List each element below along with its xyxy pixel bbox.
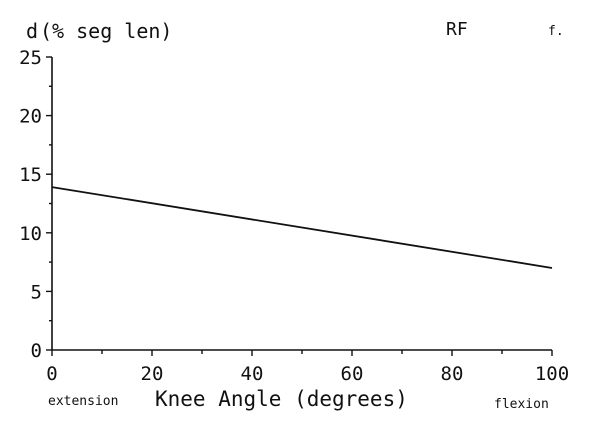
y-tick-label: 10 — [19, 223, 42, 245]
x-tick-label: 40 — [241, 363, 264, 385]
x-tick-label: 0 — [46, 363, 57, 385]
x-tick-label: 20 — [141, 363, 164, 385]
corner-label: RF — [446, 19, 468, 40]
x-tick-label: 80 — [441, 363, 464, 385]
x-axis-label: Knee Angle (degrees) — [155, 387, 408, 411]
x-axis-left-note: extension — [48, 394, 118, 409]
corner-note: f. — [548, 24, 564, 39]
ticks: 0 5 10 15 20 25 0 20 40 60 80 100 — [19, 47, 569, 385]
y-tick-label: 25 — [19, 47, 42, 69]
y-tick-label: 20 — [19, 106, 42, 128]
series-line — [51, 186, 553, 269]
x-axis-right-note: flexion — [494, 397, 549, 412]
y-tick-label: 5 — [31, 281, 42, 303]
axes — [51, 57, 552, 351]
y-tick-label: 15 — [19, 164, 42, 186]
y-tick-label: 0 — [31, 340, 42, 362]
series-layer — [51, 186, 553, 269]
x-tick-label: 100 — [535, 363, 569, 385]
y-axis-symbol: d — [26, 19, 38, 43]
x-tick-label: 60 — [341, 363, 364, 385]
y-axis-label: (% seg len) — [40, 19, 172, 43]
